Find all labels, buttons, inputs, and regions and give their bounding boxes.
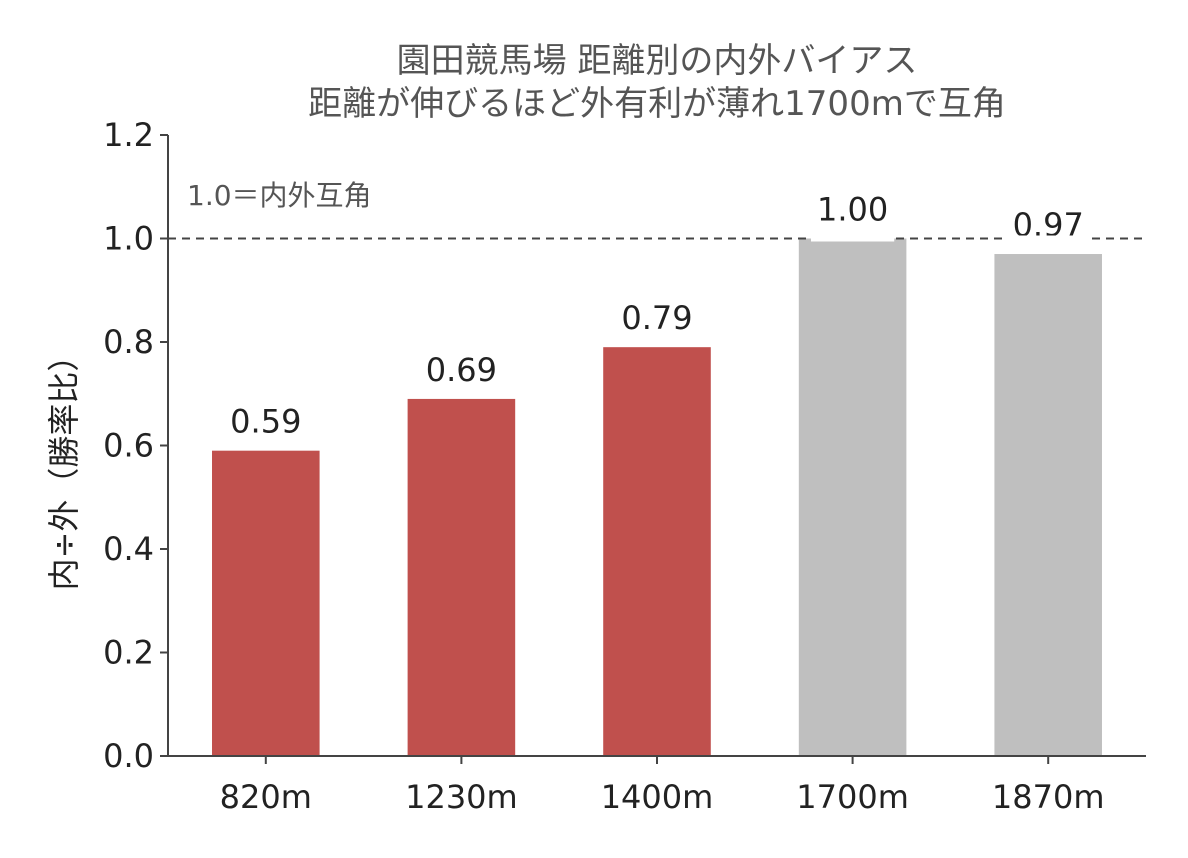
bar-1230m: [407, 398, 516, 756]
x-tick-label-1700m: 1700m: [796, 778, 909, 816]
bar-1870m: [994, 254, 1102, 756]
y-axis-label: 内÷外（勝率比）: [45, 340, 83, 591]
y-axis-ticks: 0.0 0.2 0.4 0.6 0.8 1.0 1.2: [103, 116, 168, 775]
reference-line-group: [168, 235, 1146, 242]
y-tick-label: 0.0: [103, 737, 154, 775]
reference-annotation: 1.0＝内外互角: [187, 179, 372, 212]
data-label-1400m: 0.79: [621, 299, 692, 337]
y-tick-label: 0.6: [103, 427, 154, 465]
bar-1700m: [798, 238, 907, 756]
bar-1400m: [603, 347, 711, 756]
bar-820m: [212, 450, 320, 756]
label-knockout: [810, 235, 895, 242]
x-tick-label-1230m: 1230m: [405, 778, 518, 816]
chart-title: 園田競馬場 距離別の内外バイアス: [397, 41, 918, 81]
x-axis-ticks: 820m 1230m 1400m 1700m 1870m: [220, 756, 1105, 816]
data-label-1700m: 1.00: [817, 191, 888, 229]
y-tick-label: 0.2: [103, 634, 154, 672]
x-tick-label-1400m: 1400m: [601, 778, 714, 816]
bars-group: 0.590.690.791.00 0.97: [212, 191, 1102, 756]
y-tick-label: 1.2: [103, 116, 154, 154]
chart-subtitle: 距離が伸びるほど外有利が薄れ1700mで互角: [308, 84, 1006, 124]
y-tick-label: 0.4: [103, 530, 154, 568]
data-label-820m: 0.59: [230, 403, 301, 441]
data-label-1230m: 0.69: [426, 351, 497, 389]
y-tick-label: 1.0: [103, 220, 154, 258]
x-tick-label-820m: 820m: [220, 778, 312, 816]
label-knockout: [1006, 235, 1090, 242]
x-tick-label-1870m: 1870m: [992, 778, 1105, 816]
y-tick-label: 0.8: [103, 323, 154, 361]
